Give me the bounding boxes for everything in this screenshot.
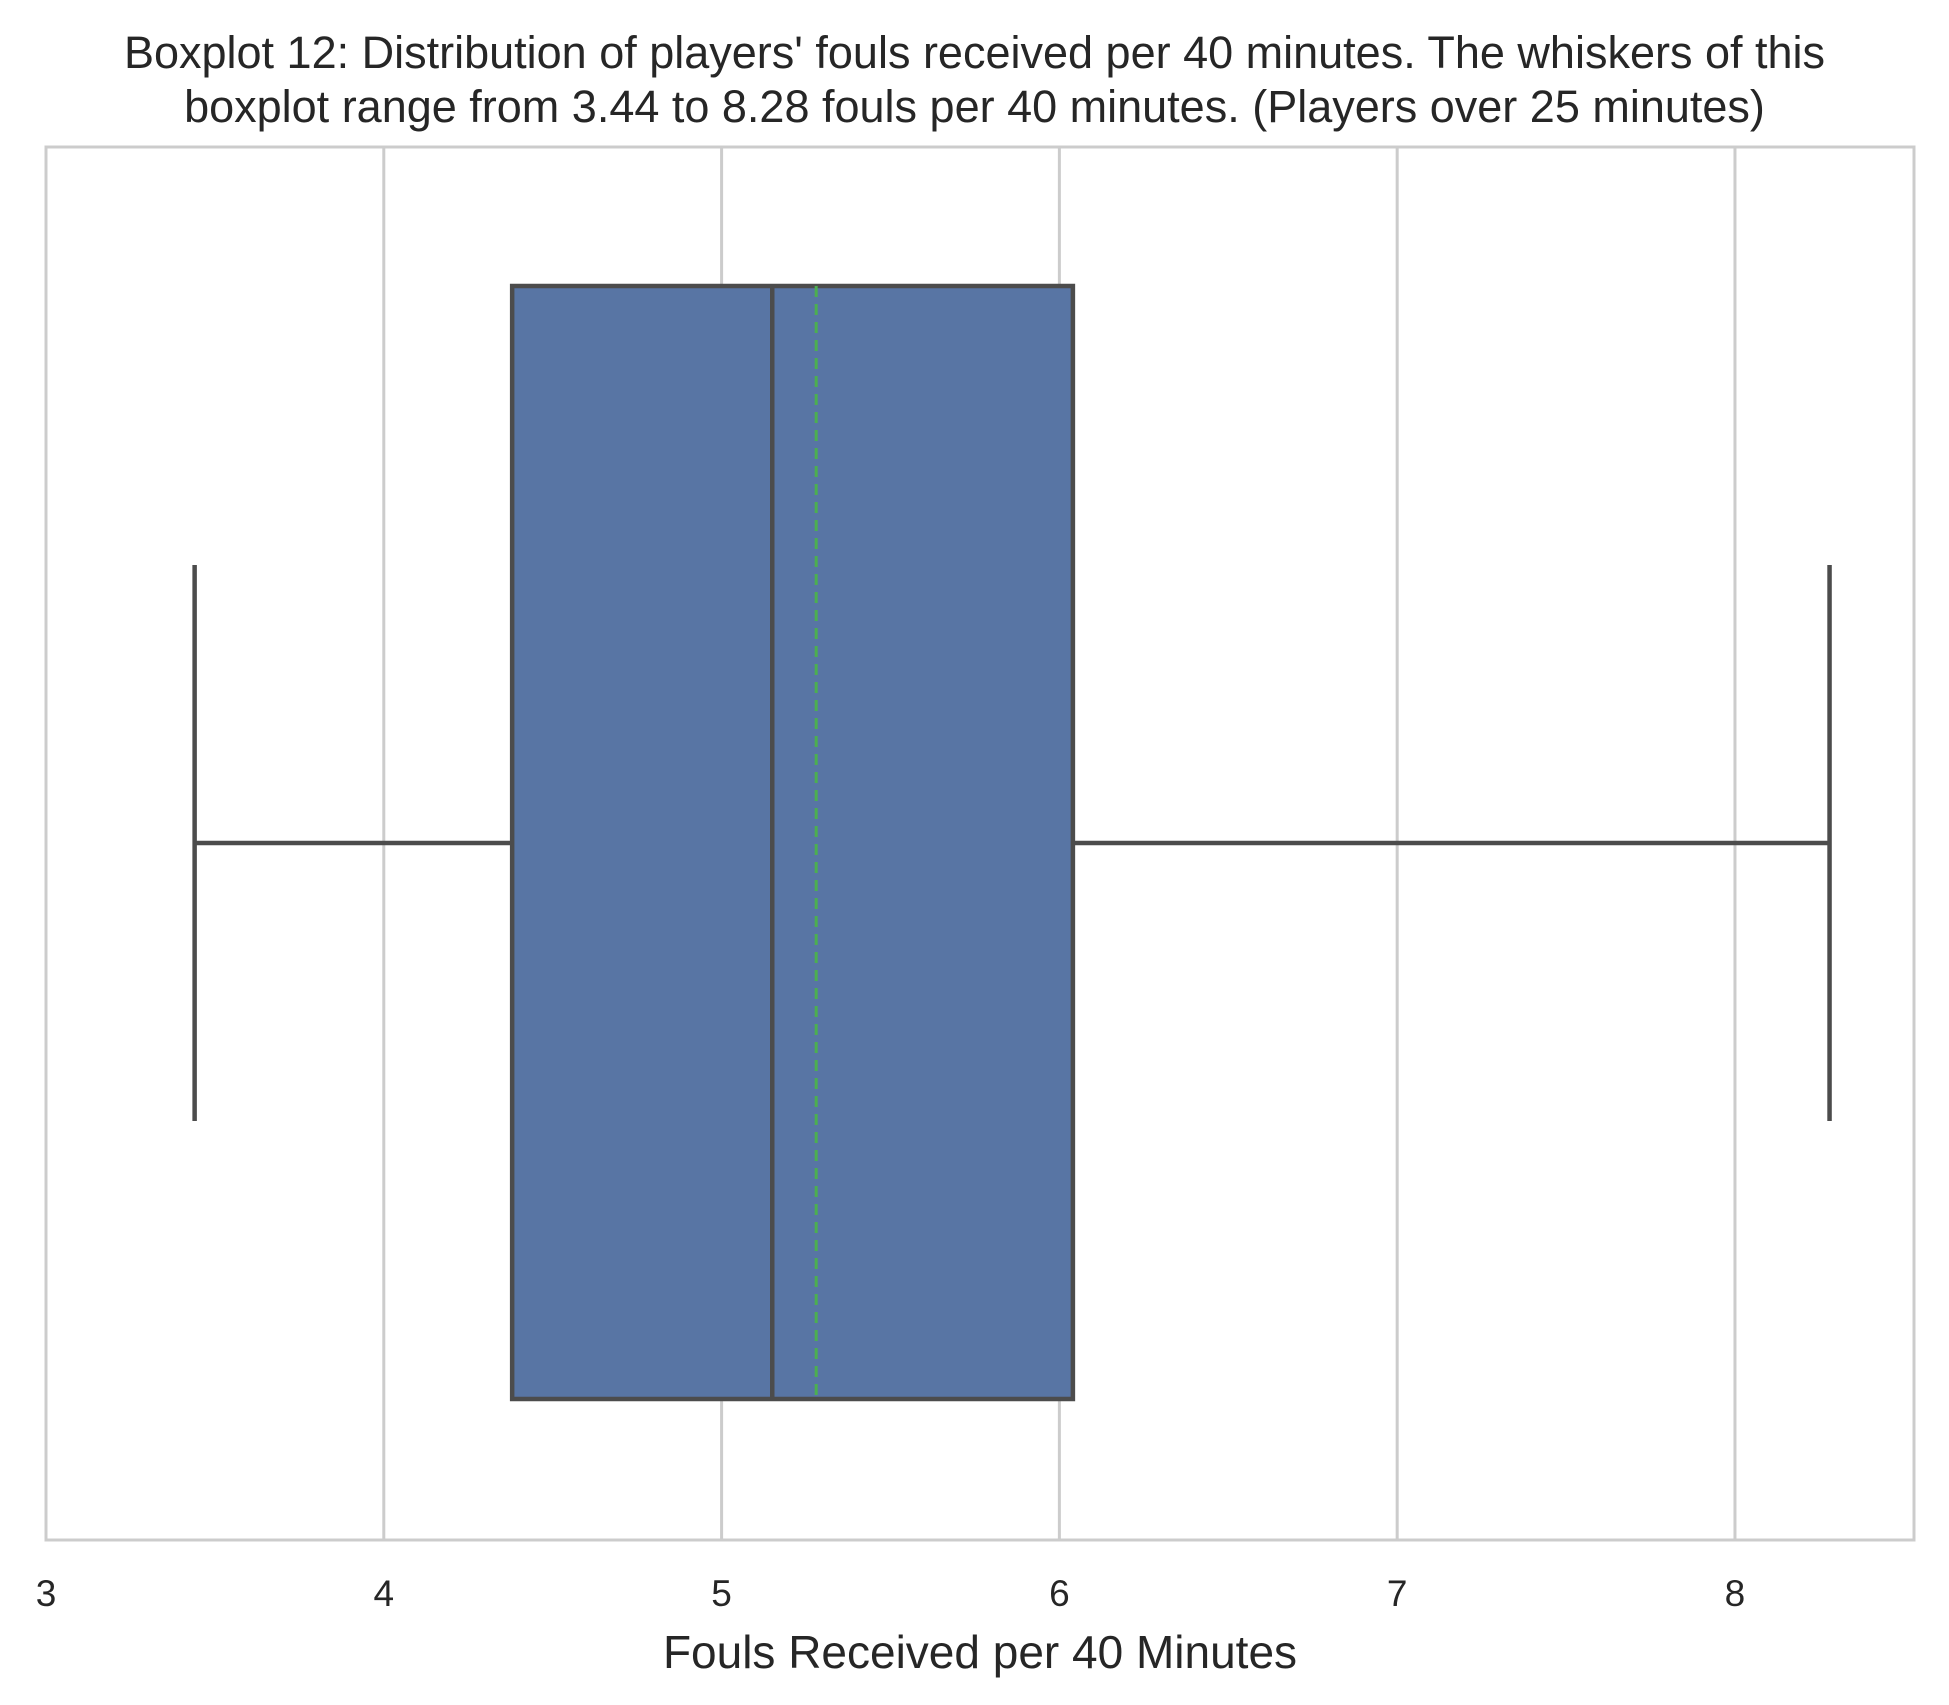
x-tick-label: 6 (1049, 1573, 1070, 1614)
x-tick-label: 4 (374, 1573, 395, 1614)
iqr-box (509, 283, 1076, 1402)
x-tick-label: 5 (711, 1573, 732, 1614)
chart-title-line-1: Boxplot 12: Distribution of players' fou… (123, 27, 1826, 78)
x-tick-label: 7 (1387, 1573, 1408, 1614)
plot-frame (44, 145, 1916, 1542)
box-layer (192, 283, 1832, 1402)
x-axis-label: Fouls Received per 40 Minutes (663, 1626, 1297, 1678)
x-tick-labels: 3 4 5 6 7 8 (36, 1573, 1746, 1614)
x-tick-label: 3 (36, 1573, 57, 1614)
x-tick-label: 8 (1725, 1573, 1746, 1614)
chart-title-line-2: boxplot range from 3.44 to 8.28 fouls pe… (184, 81, 1765, 132)
